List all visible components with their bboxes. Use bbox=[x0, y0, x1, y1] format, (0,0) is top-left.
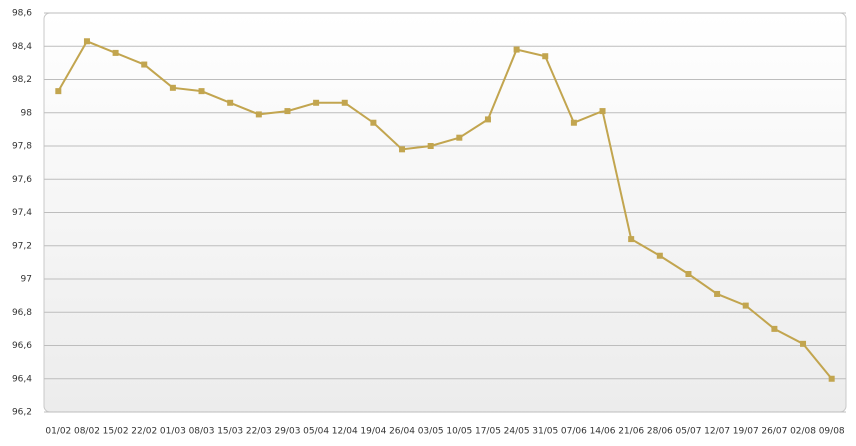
y-tick-label: 98,6 bbox=[12, 9, 32, 19]
y-tick-label: 98 bbox=[21, 108, 33, 118]
data-point bbox=[513, 46, 520, 53]
data-point bbox=[456, 134, 463, 141]
data-point bbox=[227, 99, 234, 106]
y-tick-label: 98,4 bbox=[12, 42, 32, 52]
x-tick-label: 22/03 bbox=[246, 427, 272, 437]
data-point bbox=[628, 236, 635, 243]
x-tick-label: 26/07 bbox=[761, 427, 787, 437]
data-point bbox=[714, 290, 721, 297]
data-point bbox=[656, 252, 663, 259]
data-point bbox=[570, 119, 577, 126]
x-tick-label: 01/02 bbox=[45, 427, 71, 437]
x-tick-label: 26/04 bbox=[389, 427, 415, 437]
x-tick-label: 05/07 bbox=[675, 427, 701, 437]
x-tick-label: 19/07 bbox=[733, 427, 759, 437]
x-tick-label: 19/04 bbox=[360, 427, 386, 437]
y-tick-label: 97,8 bbox=[12, 142, 32, 152]
y-tick-label: 97,4 bbox=[12, 208, 32, 218]
data-point bbox=[255, 111, 262, 118]
x-tick-label: 22/02 bbox=[131, 427, 157, 437]
y-tick-label: 96,2 bbox=[12, 408, 32, 418]
data-point bbox=[141, 61, 148, 68]
data-point bbox=[198, 88, 205, 95]
data-point bbox=[542, 53, 549, 60]
x-tick-label: 12/04 bbox=[332, 427, 358, 437]
data-point bbox=[427, 143, 434, 149]
y-tick-label: 96,4 bbox=[12, 374, 32, 384]
x-tick-label: 15/02 bbox=[103, 427, 129, 437]
data-point bbox=[771, 325, 778, 332]
x-tick-label: 07/06 bbox=[561, 427, 587, 437]
x-tick-label: 01/03 bbox=[160, 427, 186, 437]
data-point bbox=[399, 146, 406, 153]
data-point bbox=[169, 84, 176, 91]
data-point bbox=[313, 99, 320, 106]
y-tick-label: 96,6 bbox=[12, 341, 32, 351]
x-tick-label: 31/05 bbox=[532, 427, 558, 437]
x-tick-label: 05/04 bbox=[303, 427, 329, 437]
data-point bbox=[55, 88, 62, 95]
x-tick-label: 10/05 bbox=[446, 427, 472, 437]
x-tick-label: 09/08 bbox=[819, 427, 845, 437]
x-tick-label: 08/03 bbox=[189, 427, 215, 437]
data-point bbox=[484, 116, 491, 123]
x-tick-label: 24/05 bbox=[504, 427, 530, 437]
data-point bbox=[83, 38, 90, 45]
data-point bbox=[370, 119, 377, 126]
x-tick-label: 12/07 bbox=[704, 427, 730, 437]
x-tick-label: 28/06 bbox=[647, 427, 673, 437]
data-line bbox=[57, 40, 833, 380]
data-point bbox=[284, 108, 291, 115]
x-tick-label: 21/06 bbox=[618, 427, 644, 437]
x-tick-label: 02/08 bbox=[790, 427, 816, 437]
x-tick-label: 17/05 bbox=[475, 427, 501, 437]
x-tick-label: 15/03 bbox=[217, 427, 243, 437]
y-tick-label: 97 bbox=[21, 275, 32, 285]
data-point bbox=[599, 108, 606, 115]
y-tick-label: 97,6 bbox=[12, 175, 32, 185]
x-tick-label: 03/05 bbox=[418, 427, 444, 437]
x-tick-label: 08/02 bbox=[74, 427, 100, 437]
x-tick-label: 14/06 bbox=[590, 427, 616, 437]
data-point bbox=[742, 302, 749, 309]
data-point bbox=[341, 99, 348, 106]
y-tick-label: 98,2 bbox=[12, 75, 32, 85]
y-tick-label: 97,2 bbox=[12, 241, 32, 251]
y-tick-label: 96,8 bbox=[12, 308, 32, 318]
data-point bbox=[685, 271, 692, 278]
data-point bbox=[112, 49, 119, 56]
data-point bbox=[828, 375, 835, 382]
data-point bbox=[800, 340, 807, 347]
x-tick-label: 29/03 bbox=[274, 427, 300, 437]
